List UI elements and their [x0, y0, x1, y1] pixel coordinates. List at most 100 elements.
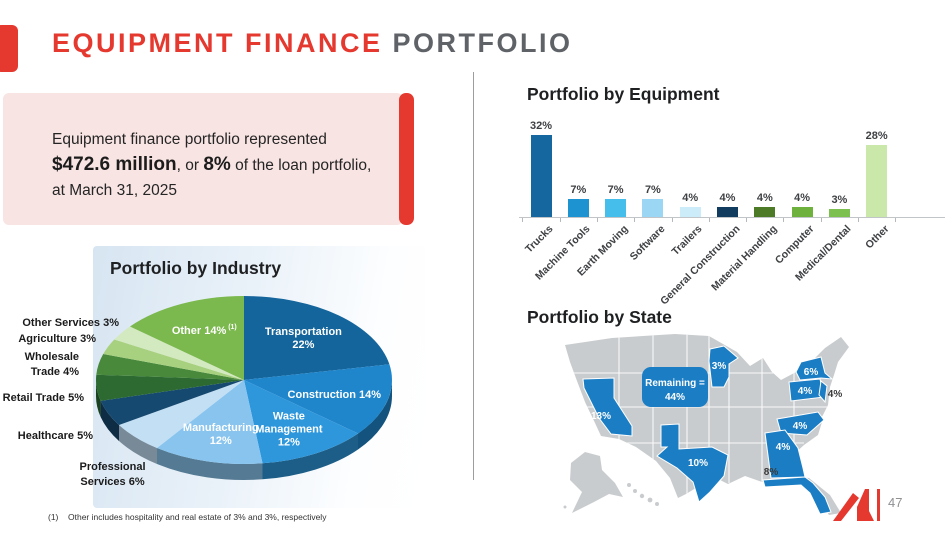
callout-box	[3, 93, 403, 225]
pie-slice-side-manufacturing	[157, 448, 263, 480]
footnote: (1) Other includes hospitality and real e…	[48, 512, 326, 522]
bar-general-construction	[717, 206, 738, 217]
bar-material-handling	[754, 206, 776, 217]
callout-percent: 8%	[203, 154, 231, 175]
callout-suffix: of the loan portfolio,	[230, 157, 372, 174]
state-label-north-carolina: 4%	[793, 421, 808, 432]
bar-value-other: 28%	[865, 130, 888, 142]
pie-slice-construction	[244, 364, 392, 434]
callout-connector: , or	[176, 157, 204, 174]
page-title: EQUIPMENT FINANCE PORTFOLIO	[52, 28, 573, 59]
pie-label-transportation: Transportation 22%	[265, 326, 342, 351]
pie-slice-side-healthcare	[100, 400, 119, 441]
pie-label-construction: Construction 14%	[288, 389, 382, 401]
hawaii-islands	[627, 483, 659, 506]
state-label-minnesota: 3%	[712, 361, 727, 372]
pie-slice-healthcare	[100, 380, 244, 425]
state-georgia	[764, 429, 806, 479]
footnote-marker: (1)	[48, 512, 59, 522]
state-label-california: 13%	[591, 411, 611, 422]
pie-slice-side-construction	[358, 380, 392, 450]
bar-value-material-handling: 4%	[756, 191, 773, 204]
axis-tick	[708, 218, 710, 222]
pie-slice-professional-services	[119, 380, 244, 448]
pie-slice-other	[130, 296, 244, 380]
company-logo	[833, 489, 874, 521]
alaska	[570, 452, 623, 513]
bar-trucks	[530, 134, 552, 217]
bar-value-general-construction: 4%	[719, 191, 736, 204]
title-accent-tab	[0, 25, 18, 72]
pie-label-waste-management: Waste Management 12%	[255, 411, 323, 449]
logo-diagonal-stroke	[833, 493, 859, 521]
pie-slice-retail-trade	[95, 374, 244, 401]
state-texas	[656, 423, 729, 503]
aleutian-island	[563, 505, 567, 509]
axis-tick	[746, 218, 748, 222]
pie-chart-title: Portfolio by Industry	[110, 258, 282, 278]
page-title-secondary: PORTFOLIO	[382, 28, 573, 58]
pie-label-manufacturing: Manufacturing 12%	[183, 422, 259, 447]
bar-value-machine-tools: 7%	[570, 184, 587, 196]
pie-slice-waste-management	[244, 380, 358, 464]
state-label-new-jersey: 4%	[828, 389, 843, 400]
bar-value-computer: 4%	[794, 191, 811, 204]
industry-pie-chart: Transportation 22% Construction 14% Waste Ma…	[95, 296, 392, 480]
remaining-callout-box	[642, 367, 708, 407]
pie-slice-transportation	[244, 296, 390, 380]
callout-date: at March 31, 2025	[52, 182, 177, 199]
bar-chart-title: Portfolio by Equipment	[527, 84, 720, 104]
state-new-york	[795, 356, 834, 381]
map-title: Portfolio by State	[527, 307, 672, 327]
state-california	[582, 377, 633, 437]
logo-foot	[869, 511, 874, 521]
state-label-new-york: 6%	[804, 367, 819, 378]
state-map: Remaining = 44% 13% 10% 3% 6% 4% 4% 4% 4…	[563, 334, 849, 515]
axis-tick	[522, 218, 524, 222]
state-label-pennsylvania: 4%	[798, 386, 813, 397]
axis-tick	[634, 218, 636, 222]
pie-slice-wholesale-trade	[96, 354, 244, 380]
pie-slice-agriculture	[103, 339, 244, 380]
pie-slice-manufacturing	[157, 380, 263, 464]
callout-text: Equipment finance portfolio represented …	[52, 127, 382, 203]
bar-value-software: 7%	[644, 184, 661, 196]
bar-value-medical-dental: 3%	[831, 194, 848, 207]
bar-other	[866, 145, 888, 217]
callout-intro: Equipment finance portfolio represented	[52, 131, 327, 148]
axis-tick	[783, 218, 785, 222]
axis-tick	[820, 218, 822, 222]
bar-x-axis	[519, 217, 945, 218]
pie-slice-side-retail-trade	[95, 380, 101, 417]
page-number-divider	[877, 489, 880, 521]
equipment-bar-section: Portfolio by Equipment 32% Trucks 7% Machin…	[505, 84, 949, 307]
pie-outside-label-other-services: Other Services 3%	[22, 317, 119, 329]
bar-software	[642, 199, 664, 217]
callout-amount: $472.6 million	[52, 154, 177, 175]
pie-slice-side-waste-management	[262, 433, 358, 480]
axis-tick	[596, 218, 598, 222]
equipment-bar-plot: 32% Trucks 7% Machine Tools 7% Earth Moving 7%…	[505, 84, 949, 307]
remaining-value: 44%	[665, 392, 685, 403]
page-number: 47	[888, 495, 903, 510]
pie-outside-label-agriculture: Agriculture 3%	[18, 333, 96, 345]
axis-tick	[671, 218, 673, 222]
state-label-texas: 10%	[688, 458, 708, 469]
column-divider	[473, 72, 474, 480]
state-label-georgia: 4%	[776, 442, 791, 453]
pie-outside-label-wholesale-trade: Wholesale Trade 4%	[24, 351, 79, 378]
axis-tick	[858, 218, 860, 222]
axis-tick	[559, 218, 561, 222]
footnote-text: Other includes hospitality and real esta…	[68, 512, 327, 522]
state-minnesota	[708, 345, 739, 388]
remaining-label: Remaining =	[645, 378, 705, 389]
pie-outside-label-healthcare: Healthcare 5%	[17, 430, 93, 442]
bar-value-earth-moving: 7%	[607, 184, 624, 196]
callout-accent-bar	[399, 93, 414, 225]
page-title-primary: EQUIPMENT FINANCE	[52, 28, 383, 58]
state-new-jersey	[818, 380, 828, 404]
bar-computer	[791, 206, 813, 217]
pie-label-other: Other 14% (1)	[172, 324, 237, 337]
bar-machine-tools	[567, 199, 589, 217]
